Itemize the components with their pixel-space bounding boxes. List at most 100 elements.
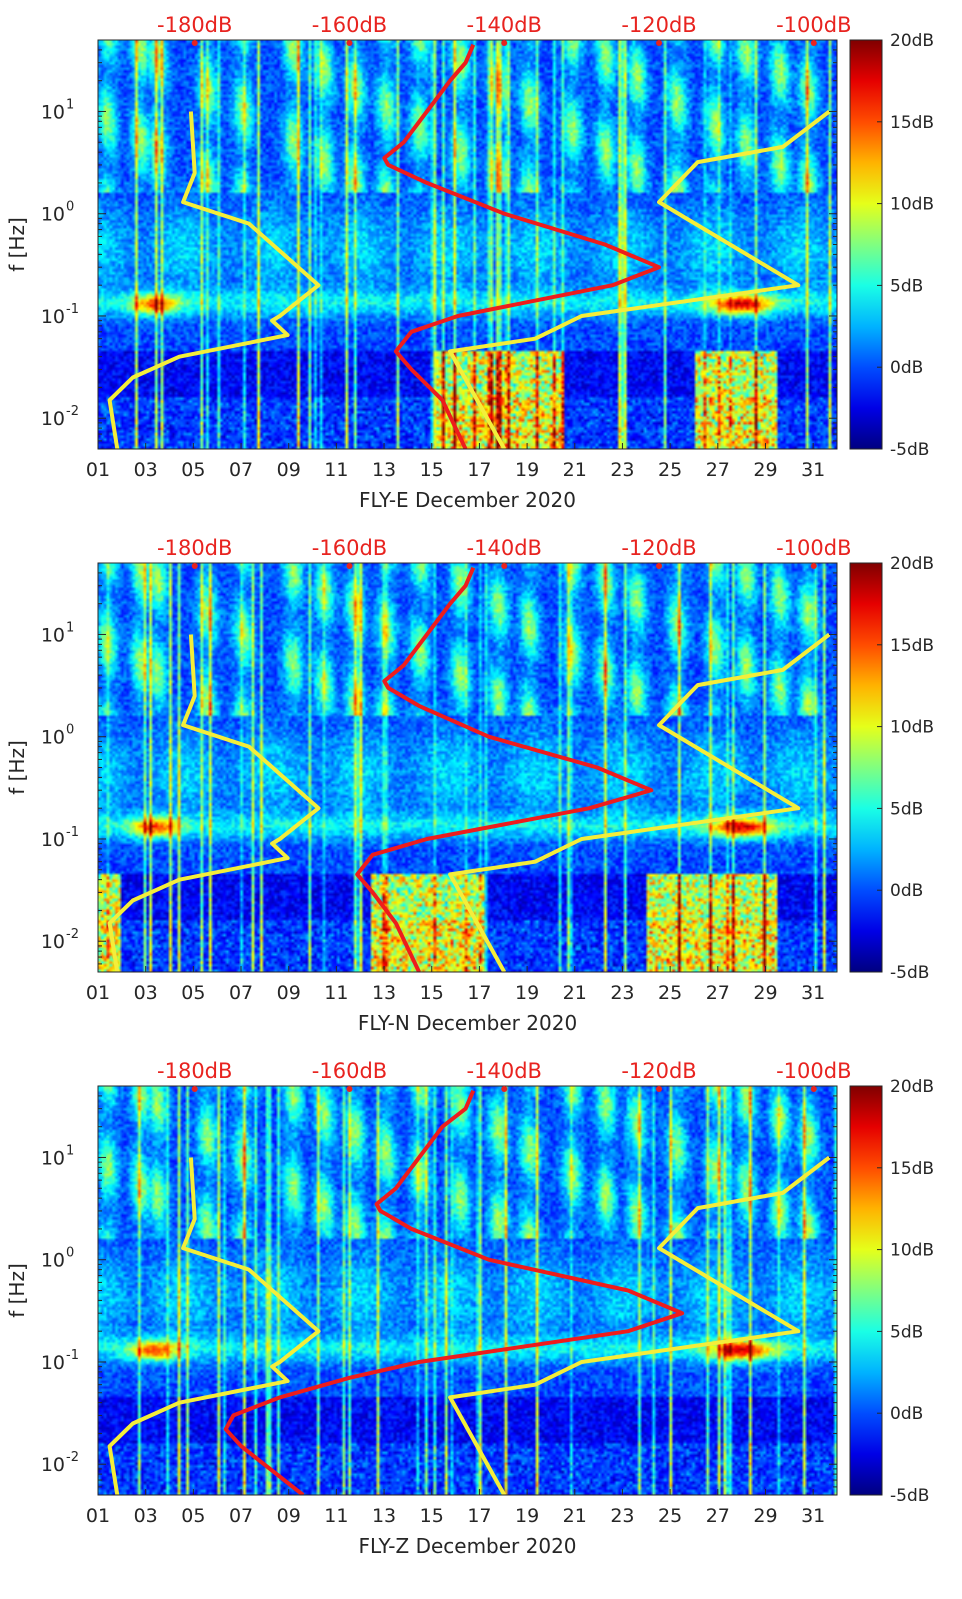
colorbar-label: 0dB — [890, 881, 923, 901]
x-tick-label: 19 — [515, 459, 539, 481]
y-tick-exponent: -2 — [66, 404, 79, 419]
x-tick-label: 13 — [372, 982, 396, 1004]
top-db-label: -120dB — [621, 1059, 696, 1083]
x-tick-label: 15 — [420, 1505, 444, 1527]
top-db-label: -160dB — [312, 1059, 387, 1083]
median-psd-line — [355, 566, 654, 972]
top-db-label: -100dB — [776, 13, 851, 37]
colorbar — [849, 1085, 883, 1496]
top-db-tick — [501, 563, 508, 569]
top-db-label: -140dB — [467, 13, 542, 37]
top-db-tick — [191, 563, 198, 569]
top-db-tick — [656, 563, 663, 569]
x-tick-label: 13 — [372, 1505, 396, 1527]
y-tick-exponent: -1 — [66, 1348, 79, 1363]
x-tick-label: 07 — [229, 982, 253, 1004]
median-psd-line — [382, 43, 661, 449]
x-tick-label: 17 — [467, 982, 491, 1004]
x-tick-label: 11 — [324, 459, 348, 481]
x-tick-label: 27 — [706, 982, 730, 1004]
top-db-label: -180dB — [157, 1059, 232, 1083]
colorbar-label: -5dB — [890, 963, 929, 983]
colorbar-label: 20dB — [890, 31, 934, 51]
colorbar — [849, 39, 883, 450]
y-tick-exponent: -1 — [66, 302, 79, 317]
y-tick-label: 10 — [41, 624, 65, 646]
top-db-label: -160dB — [312, 536, 387, 560]
colorbar-label: 15dB — [890, 636, 934, 656]
y-tick-exponent: 1 — [66, 97, 74, 112]
x-tick-label: 29 — [753, 982, 777, 1004]
colorbar-label: 10dB — [890, 718, 934, 738]
y-tick-exponent: 0 — [66, 723, 74, 738]
top-db-tick — [191, 40, 198, 46]
x-tick-label: 19 — [515, 1505, 539, 1527]
top-db-tick — [656, 40, 663, 46]
x-tick-label: 25 — [658, 1505, 682, 1527]
x-tick-label: 17 — [467, 459, 491, 481]
y-tick-exponent: 0 — [66, 200, 74, 215]
x-tick-label: 01 — [86, 1505, 110, 1527]
top-db-tick — [501, 1086, 508, 1092]
top-db-label: -120dB — [621, 13, 696, 37]
colorbar-label: 5dB — [890, 799, 923, 819]
x-tick-label: 03 — [134, 1505, 158, 1527]
top-db-tick — [810, 40, 817, 46]
x-tick-label: 09 — [277, 1505, 301, 1527]
colorbar-label: 5dB — [890, 1322, 923, 1342]
y-tick-label: 10 — [41, 204, 65, 226]
x-tick-label: 29 — [753, 459, 777, 481]
top-db-label: -180dB — [157, 13, 232, 37]
colorbar-label: 10dB — [890, 1241, 934, 1261]
noise-model-low-line — [107, 634, 321, 972]
colorbar-label: 0dB — [890, 358, 923, 378]
noise-model-high-line — [448, 109, 831, 449]
colorbar-label: -5dB — [890, 1486, 929, 1506]
y-tick-exponent: 1 — [66, 1143, 74, 1158]
x-tick-label: 25 — [658, 459, 682, 481]
x-tick-label: 21 — [563, 982, 587, 1004]
x-tick-label: 01 — [86, 982, 110, 1004]
noise-model-low-line — [107, 111, 321, 449]
x-tick-label: 31 — [801, 459, 825, 481]
y-tick-exponent: 0 — [66, 1246, 74, 1261]
y-tick-label: 10 — [41, 727, 65, 749]
y-tick-exponent: -2 — [66, 927, 79, 942]
top-db-label: -140dB — [467, 536, 542, 560]
colorbar-label: 15dB — [890, 113, 934, 133]
x-tick-label: 31 — [801, 1505, 825, 1527]
colorbar-label: 15dB — [890, 1159, 934, 1179]
top-db-label: -180dB — [157, 536, 232, 560]
top-db-label: -140dB — [467, 1059, 542, 1083]
noise-model-high-line — [448, 632, 831, 972]
top-db-label: -160dB — [312, 13, 387, 37]
x-tick-label: 25 — [658, 982, 682, 1004]
x-tick-label: 05 — [181, 982, 205, 1004]
top-db-tick — [346, 40, 353, 46]
top-db-label: -100dB — [776, 536, 851, 560]
x-tick-label: 15 — [420, 459, 444, 481]
top-db-tick — [346, 1086, 353, 1092]
y-axis-label: f [Hz] — [5, 217, 29, 272]
y-tick-exponent: -1 — [66, 825, 79, 840]
y-tick-label: 10 — [41, 829, 65, 851]
x-tick-label: 07 — [229, 459, 253, 481]
y-axis-label: f [Hz] — [5, 1263, 29, 1318]
top-db-tick — [191, 1086, 198, 1092]
noise-model-high-line — [448, 1155, 831, 1495]
y-tick-label: 10 — [41, 1454, 65, 1476]
x-tick-label: 01 — [86, 459, 110, 481]
x-tick-label: 05 — [181, 1505, 205, 1527]
x-tick-label: 11 — [324, 1505, 348, 1527]
x-tick-label: 05 — [181, 459, 205, 481]
x-tick-label: 03 — [134, 459, 158, 481]
top-db-tick — [346, 563, 353, 569]
y-tick-exponent: -2 — [66, 1450, 79, 1465]
spectrogram-image — [98, 563, 837, 972]
y-tick-label: 10 — [41, 306, 65, 328]
x-tick-label: 23 — [610, 982, 634, 1004]
colorbar — [849, 562, 883, 973]
median-psd-line — [223, 1089, 685, 1495]
x-axis-label: FLY-E December 2020 — [359, 488, 576, 512]
